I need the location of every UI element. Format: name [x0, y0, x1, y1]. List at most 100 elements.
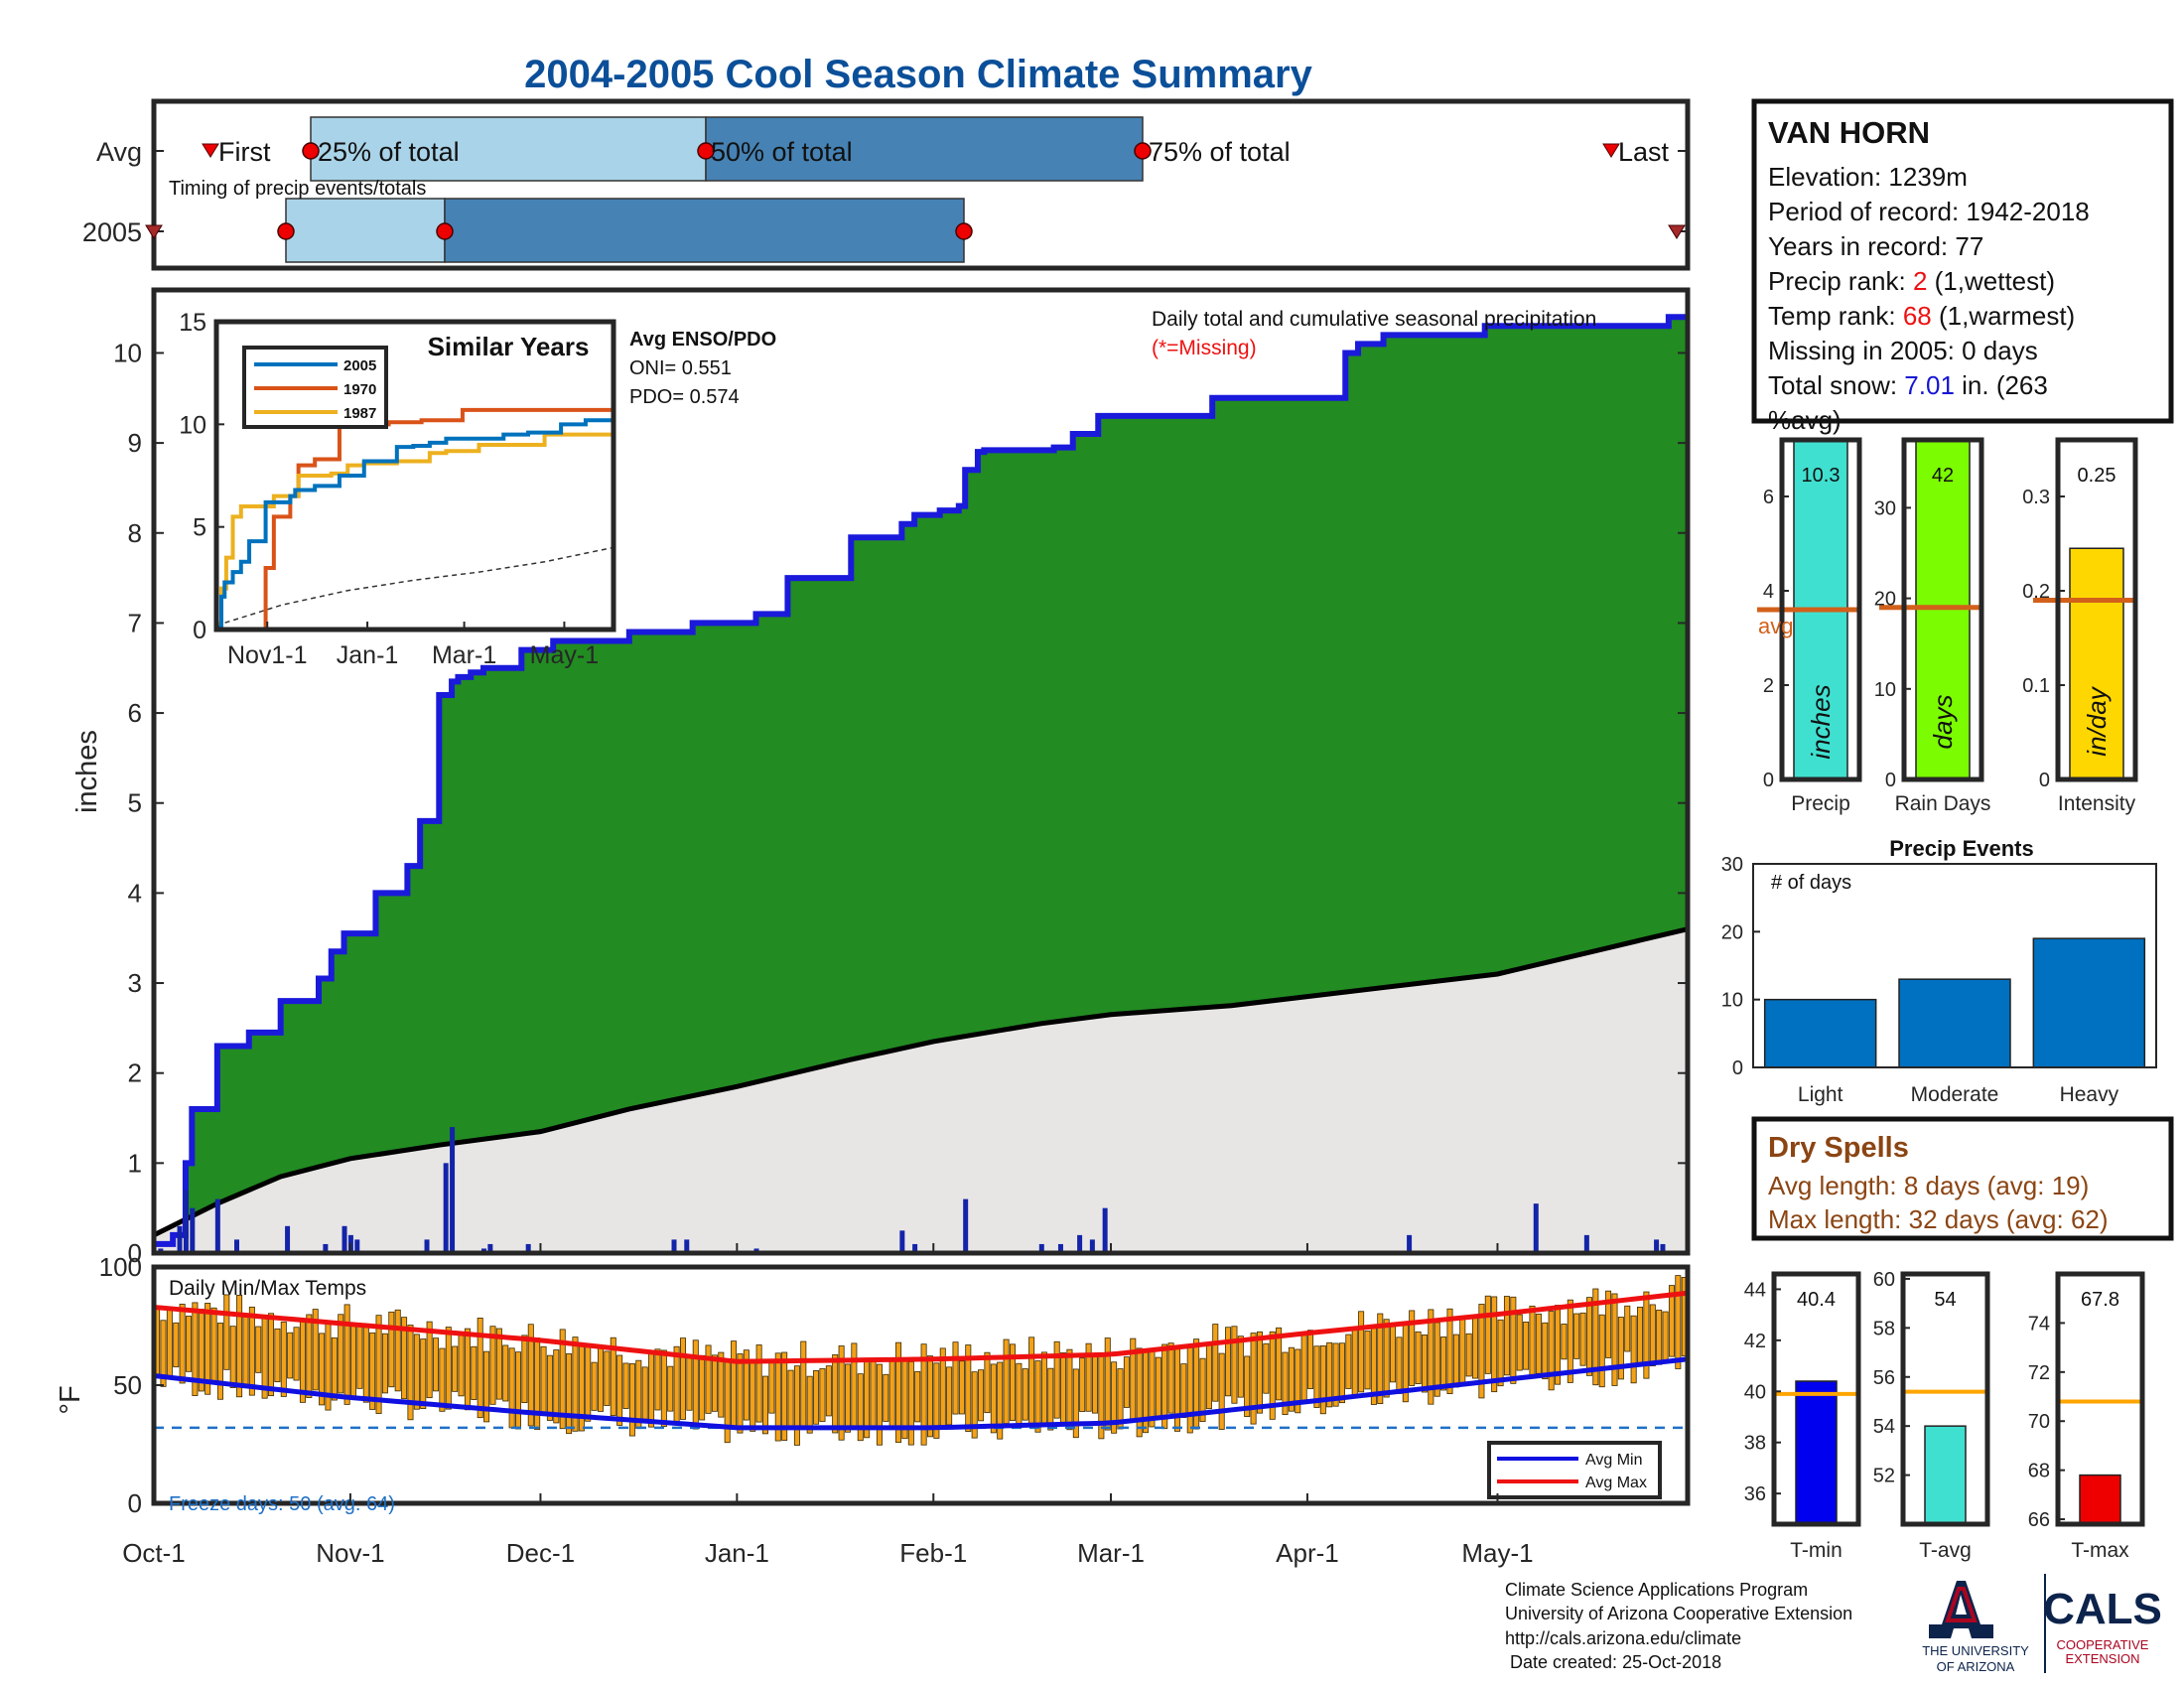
- daily-temp-bar: [413, 1334, 420, 1410]
- daily-temp-bar: [888, 1358, 895, 1429]
- daily-temp-bar: [1510, 1296, 1517, 1384]
- daily-temp-bar: [471, 1345, 478, 1400]
- temp-panel-frame: [2055, 1271, 2145, 1527]
- daily-temp-bar: [1523, 1322, 1530, 1370]
- daily-precip-bar: [450, 1127, 456, 1253]
- daily-temp-bar: [667, 1365, 674, 1412]
- temp-ylabel: °F: [55, 1385, 86, 1414]
- temp-summary-panels: 36 38 40 42 44 40.4 T-min 52 54 56 58 60 54 T-avg 66 68…: [1744, 1269, 2145, 1562]
- daily-temp-bar: [1205, 1343, 1212, 1410]
- y-tick-label: 5: [128, 788, 142, 818]
- small-panel-tick-label: 0.3: [2022, 487, 2050, 508]
- daily-temp-bar: [1358, 1311, 1365, 1393]
- missing-note: (*=Missing): [1152, 337, 1257, 359]
- small-panel-tick-label: 10: [1874, 679, 1896, 701]
- dry-spells-avg: Avg length: 8 days (avg: 19): [1768, 1171, 2089, 1200]
- precip-events-bar: [1763, 998, 1877, 1068]
- daily-temp-bar: [1225, 1327, 1232, 1397]
- daily-temp-bar: [813, 1370, 820, 1425]
- daily-temp-bar: [566, 1353, 573, 1435]
- station-frame: [1751, 98, 2174, 424]
- temp-panel-tick-label: 38: [1744, 1433, 1766, 1455]
- y-tick-label: 2: [128, 1058, 142, 1088]
- daily-temp-bar: [1016, 1362, 1023, 1425]
- events-y-tick-label: 10: [1721, 990, 1743, 1012]
- daily-temp-bar: [610, 1336, 616, 1417]
- y-tick-label: 6: [128, 698, 142, 728]
- daily-temp-bar: [331, 1336, 338, 1401]
- total-snow: Total snow: 7.01 in. (263: [1768, 370, 2048, 400]
- daily-temp-bar: [210, 1307, 217, 1385]
- daily-temp-bar: [559, 1329, 566, 1430]
- x-tick-label: Oct-1: [122, 1538, 186, 1568]
- precip-plot-frame: [151, 287, 1691, 1256]
- inset-y-tick-label: 5: [193, 514, 206, 542]
- daily-temp-bar: [958, 1360, 965, 1415]
- precip-events-chart: Precip Events Light Moderate Heavy0102030 …: [1721, 836, 2157, 1106]
- ua-logo-line1: THE UNIVERSITY: [1922, 1643, 2029, 1658]
- daily-temp-bar: [216, 1323, 223, 1400]
- daily-temp-bar: [407, 1325, 414, 1421]
- daily-temp-bar: [787, 1369, 794, 1429]
- daily-temp-bar: [1231, 1326, 1238, 1404]
- daily-precip-bar: [1654, 1239, 1660, 1253]
- daily-temp-bar: [515, 1351, 522, 1430]
- pdo-value: PDO= 0.574: [629, 386, 740, 408]
- daily-temp-bar: [1028, 1336, 1035, 1424]
- precip-events-bar: [2032, 937, 2146, 1068]
- daily-precip-bar: [1102, 1207, 1108, 1253]
- events-y-tick-label: 30: [1721, 854, 1743, 876]
- daily-temp-bar: [1326, 1341, 1333, 1408]
- daily-temp-bar: [883, 1373, 889, 1422]
- daily-temp-bar: [1085, 1342, 1092, 1412]
- daily-temp-bar: [1047, 1367, 1054, 1431]
- daily-temp-bar: [1091, 1354, 1098, 1414]
- daily-temp-bar: [1409, 1310, 1416, 1386]
- daily-temp-bar: [711, 1354, 718, 1412]
- avg-max-line: [153, 1290, 1689, 1364]
- daily-temp-bar: [439, 1347, 446, 1412]
- x-tick-label: Jan-1: [705, 1538, 769, 1568]
- daily-temp-bar: [1256, 1331, 1263, 1414]
- daily-temp-bar: [1585, 1297, 1592, 1376]
- daily-temp-bar: [679, 1337, 686, 1420]
- daily-temp-bar: [242, 1316, 249, 1386]
- daily-temp-bar: [1415, 1331, 1422, 1384]
- daily-temp-bar: [388, 1311, 395, 1388]
- daily-temp-bar: [362, 1325, 369, 1403]
- daily-temp-bar: [965, 1344, 972, 1432]
- daily-temp-bar: [223, 1294, 230, 1370]
- daily-temp-bar: [978, 1369, 985, 1422]
- inset-line-2005: [216, 416, 615, 630]
- daily-precip-bar: [1038, 1243, 1044, 1253]
- daily-temp-bar: [338, 1314, 344, 1394]
- daily-temp-bar: [750, 1358, 756, 1432]
- small-panel-unit: in/day: [2082, 685, 2112, 756]
- temp-panel-label: T-max: [2071, 1539, 2129, 1562]
- year-last-triangle: [1668, 224, 1686, 239]
- page-title: 2004-2005 Cool Season Climate Summary: [524, 53, 1312, 96]
- daily-temp-bar: [1516, 1314, 1523, 1371]
- daily-temp-bar: [280, 1321, 287, 1397]
- daily-temp-bar: [946, 1366, 953, 1426]
- daily-temp-bar: [819, 1368, 826, 1422]
- temp-panel-bar: [1924, 1425, 1967, 1525]
- daily-temp-bar: [521, 1335, 528, 1403]
- daily-precip-bar: [487, 1243, 493, 1253]
- x-tick-label: Apr-1: [1276, 1538, 1339, 1568]
- daily-temp-bar: [1497, 1319, 1504, 1387]
- ua-block-a-inner-icon: [1945, 1587, 1978, 1622]
- y-tick-label: 4: [128, 878, 142, 908]
- daily-temp-bar: [851, 1342, 858, 1428]
- total-snow-pct: %avg): [1768, 405, 1842, 435]
- daily-temp-bar: [369, 1332, 376, 1410]
- precip-summary-panels: 0 2 4 6 10.3 inches Precip avg 0 10 20 30 42 days Rain…: [1757, 437, 2138, 815]
- daily-temp-bar: [1149, 1348, 1156, 1428]
- daily-precip-bar: [671, 1239, 677, 1253]
- daily-temp-bar: [1643, 1291, 1650, 1379]
- daily-temp-bar: [464, 1328, 471, 1411]
- daily-temp-bar: [160, 1320, 167, 1387]
- footer-university: University of Arizona Cooperative Extens…: [1505, 1604, 1852, 1623]
- daily-temp-bar: [1104, 1337, 1111, 1431]
- daily-temp-bar: [1295, 1348, 1301, 1414]
